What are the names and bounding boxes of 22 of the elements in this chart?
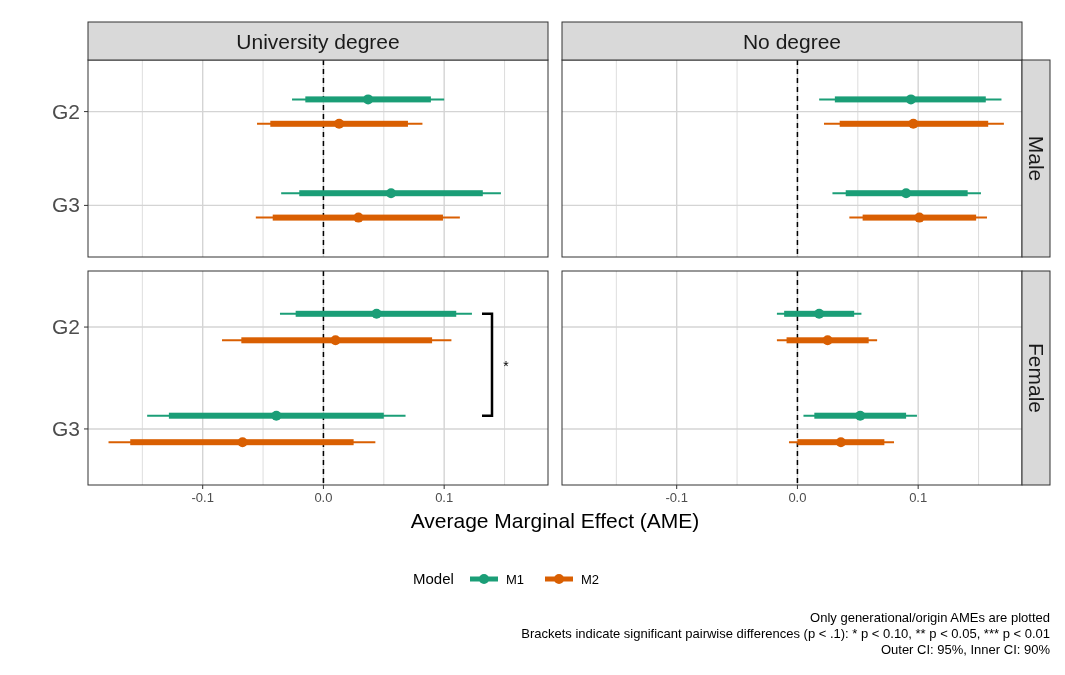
y-tick-label: G3	[51, 416, 80, 440]
x-tick-label: -0.1	[665, 490, 688, 505]
x-tick-label: 0.0	[788, 490, 807, 505]
x-tick-label: 0.1	[909, 490, 928, 505]
legend-label: M1	[506, 572, 525, 587]
annotation: *	[503, 357, 510, 374]
text: Brackets indicate significant pairwise differences (p < .1): * p < 0.10, ** p < 0.05, *** p < 0.01	[521, 626, 1050, 641]
text: Only generational/origin AMEs are plotted	[810, 610, 1050, 625]
chart-title: University degree	[236, 30, 400, 53]
y-tick-label: G3	[51, 193, 80, 217]
x-tick-label: 0.1	[435, 490, 454, 505]
y-tick-label: G2	[51, 99, 80, 123]
y-tick-label: G2	[51, 315, 80, 339]
x-tick-label: -0.1	[191, 490, 214, 505]
text: Outer CI: 95%, Inner CI: 90%	[880, 642, 1051, 657]
y2-axis-title: Male	[1025, 135, 1048, 182]
legend-title: Model	[413, 570, 454, 587]
legend-label: M2	[581, 572, 600, 587]
y2-axis-title: Female	[1025, 342, 1048, 414]
x-tick-label: 0.0	[314, 490, 333, 505]
chart-title: No degree	[742, 30, 842, 53]
x-axis-title: Average Marginal Effect (AME)	[410, 509, 700, 532]
